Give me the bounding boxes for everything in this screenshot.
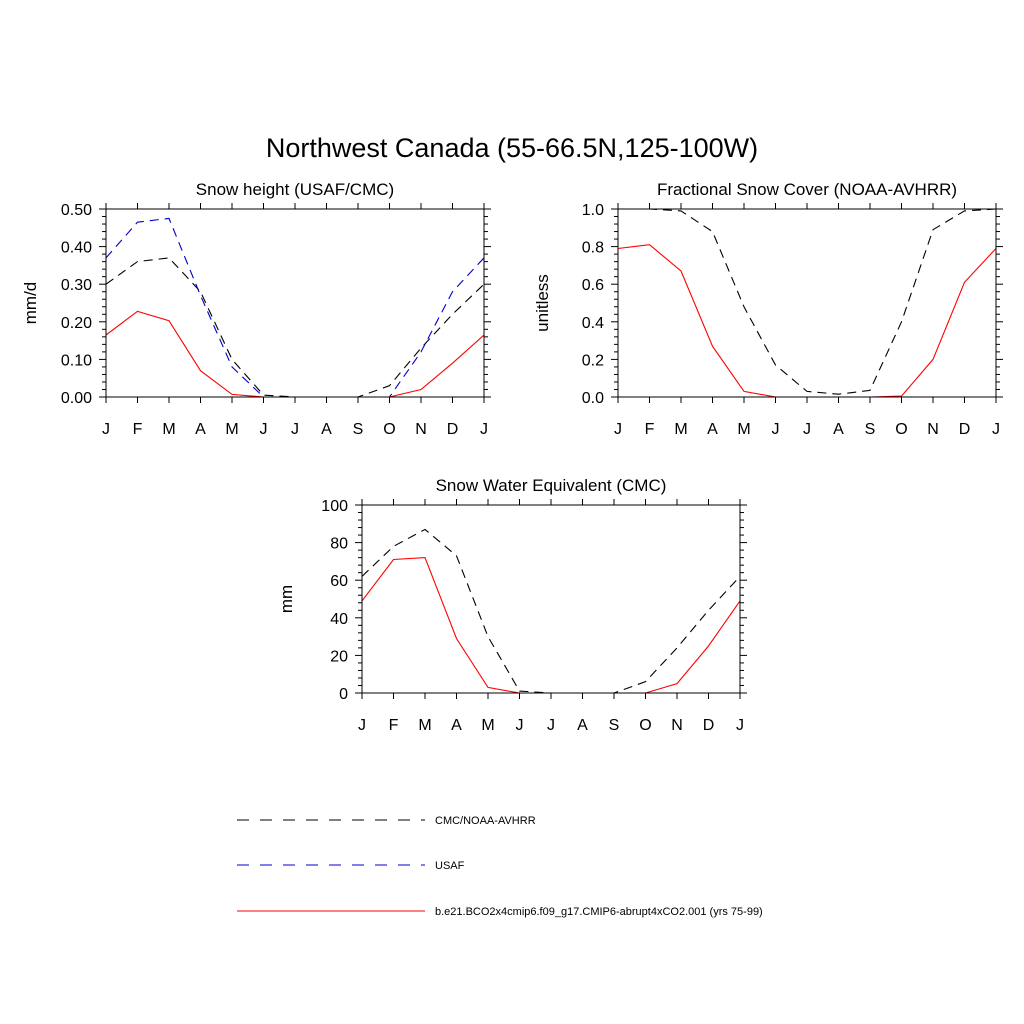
y-tick-label: 0.6 <box>582 277 604 294</box>
y-tick-label: 0.40 <box>61 240 92 257</box>
y-axis-label: unitless <box>533 274 552 332</box>
y-tick-label: 60 <box>330 573 348 590</box>
y-tick-label: 80 <box>330 536 348 553</box>
x-tick-label: M <box>674 421 687 438</box>
panel-fractional-snow-cover: Fractional Snow Cover (NOAA-AVHRR) unitle… <box>533 180 1003 438</box>
series-line-1 <box>362 557 740 694</box>
legend-label-2: b.e21.BCO2x4cmip6.f09_g17.CMIP6-abrupt4x… <box>435 906 763 918</box>
x-tick-label: S <box>609 717 620 734</box>
x-tick-label: J <box>772 421 780 438</box>
y-tick-label: 0.4 <box>582 315 604 332</box>
x-tick-label: A <box>451 717 462 734</box>
plot-frame <box>105 208 485 398</box>
x-tick-label: S <box>353 421 364 438</box>
y-axis-label: mm <box>277 585 296 613</box>
x-tick-label: A <box>707 421 718 438</box>
y-tick-label: 0 <box>339 686 348 703</box>
x-tick-label: A <box>195 421 206 438</box>
series-line-0 <box>362 528 740 694</box>
x-tick-label: A <box>577 717 588 734</box>
x-tick-label: N <box>927 421 939 438</box>
x-tick-label: D <box>703 717 715 734</box>
legend-label-0: CMC/NOAA-AVHRR <box>435 815 536 827</box>
x-tick-label: M <box>481 717 494 734</box>
x-tick-label: J <box>260 421 268 438</box>
y-tick-label: 1.0 <box>582 202 604 219</box>
y-tick-label: 0.00 <box>61 390 92 407</box>
legend-entry-1: USAF <box>237 860 465 872</box>
x-tick-label: F <box>389 717 399 734</box>
x-tick-label: D <box>959 421 971 438</box>
x-tick-label: S <box>865 421 876 438</box>
x-tick-label: J <box>992 421 1000 438</box>
y-tick-label: 0.50 <box>61 202 92 219</box>
x-tick-label: F <box>645 421 655 438</box>
y-tick-label: 0.10 <box>61 352 92 369</box>
x-tick-label: O <box>895 421 907 438</box>
x-tick-label: M <box>162 421 175 438</box>
panel-title: Fractional Snow Cover (NOAA-AVHRR) <box>657 180 957 199</box>
legend-label-1: USAF <box>435 860 465 872</box>
series-line-2 <box>106 310 484 398</box>
x-tick-label: M <box>225 421 238 438</box>
x-tick-label: A <box>833 421 844 438</box>
y-tick-label: 100 <box>321 498 348 515</box>
legend-entry-2: b.e21.BCO2x4cmip6.f09_g17.CMIP6-abrupt4x… <box>237 906 763 918</box>
x-tick-label: J <box>736 717 744 734</box>
panel-title: Snow Water Equivalent (CMC) <box>436 476 667 495</box>
x-tick-label: F <box>133 421 143 438</box>
plot-frame <box>361 504 741 694</box>
y-tick-label: 40 <box>330 611 348 628</box>
panel-snow-height: Snow height (USAF/CMC)mm/dJ F M A M J J A S O N D J0… <box>21 180 491 438</box>
x-tick-label: N <box>415 421 427 438</box>
x-tick-label: M <box>737 421 750 438</box>
x-tick-label: O <box>639 717 651 734</box>
series-line-0 <box>106 257 484 398</box>
x-tick-label: A <box>321 421 332 438</box>
panel-snow-water-equivalent: Snow Water Equivalent (CMC) mm J F M A M J J A S O N… <box>277 476 747 734</box>
x-tick-label: J <box>547 717 555 734</box>
x-tick-label: J <box>803 421 811 438</box>
y-tick-label: 0.2 <box>582 352 604 369</box>
series-line-1 <box>618 244 996 398</box>
panel-title: Snow height (USAF/CMC) <box>196 180 394 199</box>
series-line-0 <box>618 208 996 395</box>
y-tick-label: 20 <box>330 648 348 665</box>
x-tick-label: J <box>480 421 488 438</box>
x-tick-label: J <box>516 717 524 734</box>
main-title: Northwest Canada (55-66.5N,125-100W) <box>266 133 758 163</box>
y-tick-label: 0.8 <box>582 240 604 257</box>
series-line-1 <box>106 217 484 398</box>
plot-frame <box>617 208 997 398</box>
x-tick-label: M <box>418 717 431 734</box>
x-tick-label: J <box>291 421 299 438</box>
x-tick-label: J <box>614 421 622 438</box>
y-tick-label: 0.30 <box>61 277 92 294</box>
y-tick-label: 0.0 <box>582 390 604 407</box>
x-tick-label: D <box>447 421 459 438</box>
legend: CMC/NOAA-AVHRR USAF b.e21.BCO2x4cmip6.f0… <box>237 815 763 918</box>
legend-entry-0: CMC/NOAA-AVHRR <box>237 815 536 827</box>
x-tick-label: N <box>671 717 683 734</box>
y-axis-label: mm/d <box>21 282 40 325</box>
y-tick-label: 0.20 <box>61 315 92 332</box>
x-tick-label: O <box>383 421 395 438</box>
x-tick-label: J <box>102 421 110 438</box>
x-tick-label: J <box>358 717 366 734</box>
